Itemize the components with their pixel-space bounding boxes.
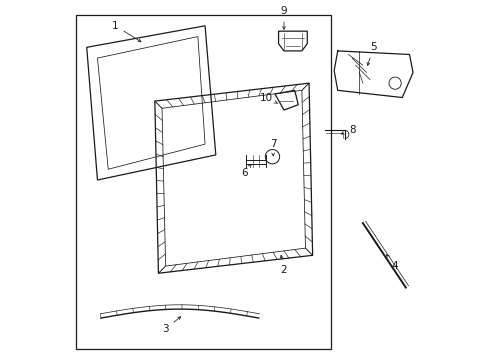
Text: 3: 3 (162, 317, 181, 334)
Text: 4: 4 (386, 255, 398, 271)
Text: 2: 2 (280, 255, 286, 275)
Text: 7: 7 (269, 139, 276, 156)
Text: 6: 6 (241, 165, 251, 178)
Text: 1: 1 (112, 21, 141, 42)
Bar (76, 15, 330, 348)
Text: 9: 9 (280, 6, 286, 29)
Text: 5: 5 (366, 42, 376, 66)
Text: 8: 8 (341, 125, 355, 135)
Text: 10: 10 (259, 93, 277, 103)
